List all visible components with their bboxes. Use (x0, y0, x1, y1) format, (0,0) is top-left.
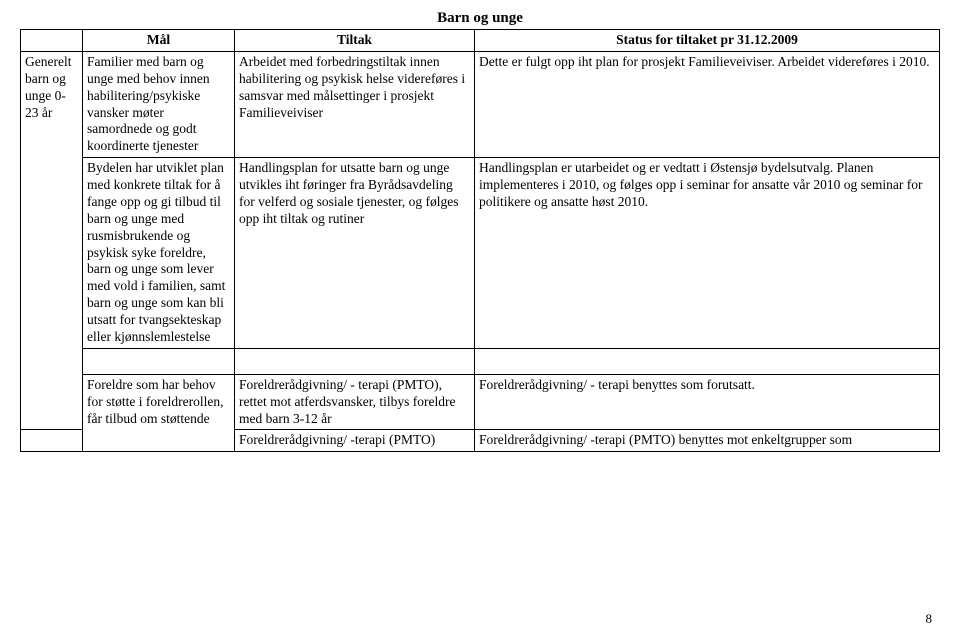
cell-tiltak: Foreldrerådgivning/ -terapi (PMTO) (235, 430, 475, 452)
cell-tiltak: Foreldrerådgivning/ - terapi (PMTO), ret… (235, 374, 475, 430)
row-label: Generelt barn og unge 0-23 år (21, 51, 83, 430)
page-number: 8 (926, 611, 933, 627)
cell-status: Foreldrerådgivning/ -terapi (PMTO) benyt… (475, 430, 940, 452)
cell-tiltak: Arbeidet med forbedringstiltak innen hab… (235, 51, 475, 157)
header-blank (21, 30, 83, 52)
table-row: Bydelen har utviklet plan med konkrete t… (21, 158, 940, 349)
spacer-cell (475, 348, 940, 374)
cell-status: Handlingsplan er utarbeidet og er vedtat… (475, 158, 940, 349)
main-table: Mål Tiltak Status for tiltaket pr 31.12.… (20, 29, 940, 452)
header-status: Status for tiltaket pr 31.12.2009 (475, 30, 940, 52)
spacer-row (21, 348, 940, 374)
cell-mal: Foreldre som har behov for støtte i fore… (83, 374, 235, 452)
cell-tiltak: Handlingsplan for utsatte barn og unge u… (235, 158, 475, 349)
spacer-cell (235, 348, 475, 374)
page-title: Barn og unge (20, 10, 940, 27)
cell-mal: Bydelen har utviklet plan med konkrete t… (83, 158, 235, 349)
cell-mal: Familier med barn og unge med behov inne… (83, 51, 235, 157)
cell-status: Dette er fulgt opp iht plan for prosjekt… (475, 51, 940, 157)
table-row: Foreldre som har behov for støtte i fore… (21, 374, 940, 430)
cell-status: Foreldrerådgivning/ - terapi benyttes so… (475, 374, 940, 430)
row-label-cont (21, 430, 83, 452)
header-mal: Mål (83, 30, 235, 52)
spacer-cell (83, 348, 235, 374)
header-row: Mål Tiltak Status for tiltaket pr 31.12.… (21, 30, 940, 52)
header-tiltak: Tiltak (235, 30, 475, 52)
table-row: Generelt barn og unge 0-23 år Familier m… (21, 51, 940, 157)
